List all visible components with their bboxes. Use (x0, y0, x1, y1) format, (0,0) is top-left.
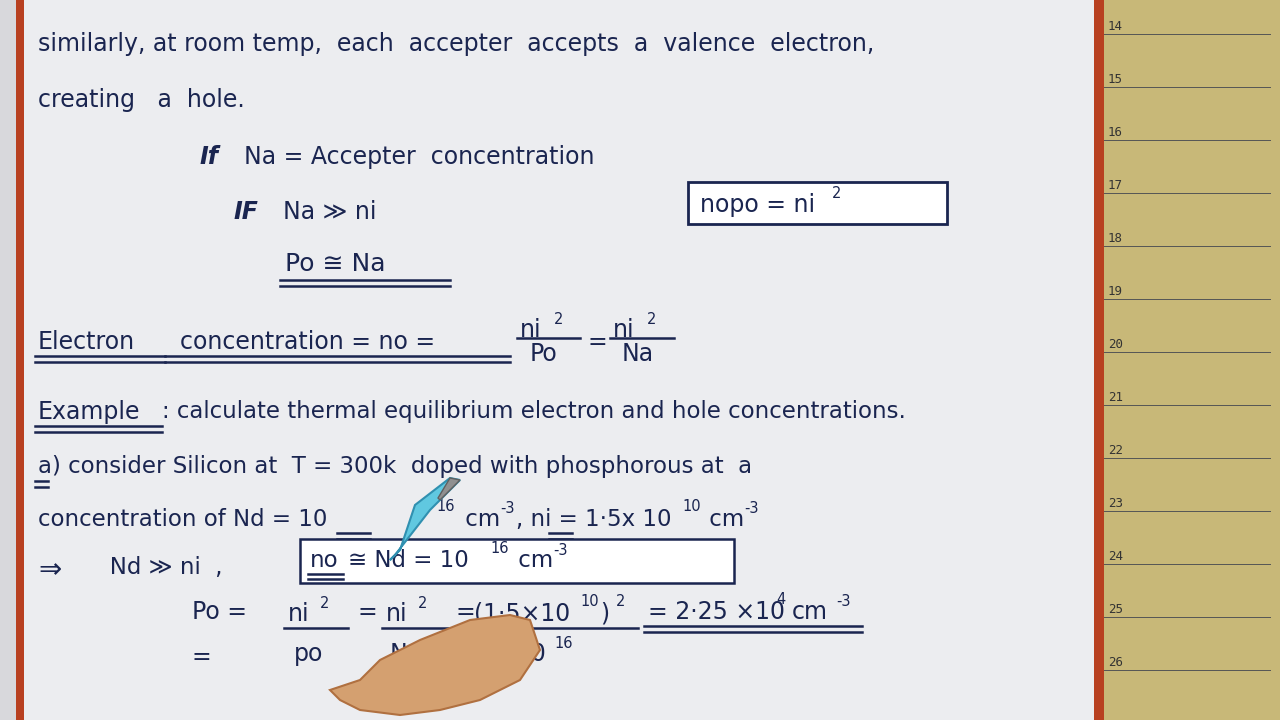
Text: 19: 19 (1108, 285, 1123, 298)
Text: (1·5×10: (1·5×10 (474, 602, 571, 626)
Text: 10: 10 (682, 499, 700, 514)
Text: Po =: Po = (192, 600, 247, 624)
Text: 2: 2 (616, 594, 626, 609)
Text: ni: ni (613, 318, 635, 342)
Text: creating   a  hole.: creating a hole. (38, 88, 244, 112)
Polygon shape (390, 478, 460, 560)
Text: Nd ≫ ni  ,: Nd ≫ ni , (88, 556, 223, 579)
Text: 2: 2 (646, 312, 657, 327)
Text: ni: ni (288, 602, 310, 626)
Text: =: = (357, 600, 376, 624)
Text: Po: Po (530, 342, 558, 366)
FancyBboxPatch shape (300, 539, 733, 583)
Text: =: = (454, 600, 475, 624)
Text: 16: 16 (1108, 126, 1123, 139)
Text: 21: 21 (1108, 391, 1123, 404)
Text: IF: IF (234, 200, 259, 224)
Polygon shape (330, 615, 540, 715)
Text: 17: 17 (1108, 179, 1123, 192)
Text: = 2·25 ×10: = 2·25 ×10 (648, 600, 785, 624)
Text: If: If (200, 145, 219, 169)
Bar (1100, 0, 1280, 720)
Text: -3: -3 (500, 501, 515, 516)
Text: Na: Na (622, 342, 654, 366)
Bar (15, 0, 24, 720)
Text: ⇒: ⇒ (38, 556, 61, 584)
Text: 22: 22 (1108, 444, 1123, 457)
Text: Na = Accepter  concentration: Na = Accepter concentration (244, 145, 594, 169)
Text: : calculate thermal equilibrium electron and hole concentrations.: : calculate thermal equilibrium electron… (163, 400, 906, 423)
Text: no: no (310, 549, 339, 572)
Text: cm: cm (511, 549, 553, 572)
Text: cm: cm (701, 508, 744, 531)
Text: 16: 16 (490, 541, 508, 556)
Text: 23: 23 (1108, 497, 1123, 510)
Text: po: po (294, 642, 324, 666)
Text: =: = (192, 645, 211, 669)
Text: 2: 2 (832, 186, 841, 201)
Text: 2: 2 (554, 312, 563, 327)
Text: Electron: Electron (38, 330, 136, 354)
FancyBboxPatch shape (689, 182, 947, 224)
Text: =: = (588, 330, 607, 354)
Text: -3: -3 (836, 594, 850, 609)
Text: concentration = no =: concentration = no = (165, 330, 435, 354)
Text: 10: 10 (580, 594, 599, 609)
Text: Na ≫ ni: Na ≫ ni (283, 200, 376, 224)
Text: nopo = ni: nopo = ni (700, 193, 815, 217)
Text: 26: 26 (1108, 656, 1123, 669)
Text: 20: 20 (1108, 338, 1123, 351)
Text: Example: Example (38, 400, 141, 424)
Text: 15: 15 (1108, 73, 1123, 86)
Text: 2: 2 (320, 596, 329, 611)
Text: Nd: Nd (390, 642, 422, 666)
Bar (1094, 0, 1103, 720)
Text: 16: 16 (554, 636, 572, 651)
Text: -3: -3 (553, 543, 567, 558)
Text: cm: cm (458, 508, 500, 531)
Text: 10: 10 (516, 642, 545, 666)
Text: Po ≅ Na: Po ≅ Na (285, 252, 385, 276)
Text: concentration of Nd = 10: concentration of Nd = 10 (38, 508, 328, 531)
Text: ): ) (600, 602, 609, 626)
Text: ni: ni (387, 602, 407, 626)
Text: 18: 18 (1108, 232, 1123, 245)
Text: 2: 2 (419, 596, 428, 611)
Text: a) consider Silicon at  T = 300k  doped with phosphorous at  a: a) consider Silicon at T = 300k doped wi… (38, 455, 753, 478)
Polygon shape (438, 478, 460, 500)
Text: ≅ Nd = 10: ≅ Nd = 10 (348, 549, 468, 572)
Text: 24: 24 (1108, 550, 1123, 563)
Text: cm: cm (792, 600, 828, 624)
Text: 16: 16 (436, 499, 454, 514)
Text: 25: 25 (1108, 603, 1123, 616)
Text: 14: 14 (1108, 20, 1123, 33)
Text: , ni = 1·5x 10: , ni = 1·5x 10 (516, 508, 672, 531)
Text: 4: 4 (776, 592, 785, 607)
Text: similarly, at room temp,  each  accepter  accepts  a  valence  electron,: similarly, at room temp, each accepter a… (38, 32, 874, 56)
Text: ni: ni (520, 318, 541, 342)
Text: -3: -3 (744, 501, 759, 516)
